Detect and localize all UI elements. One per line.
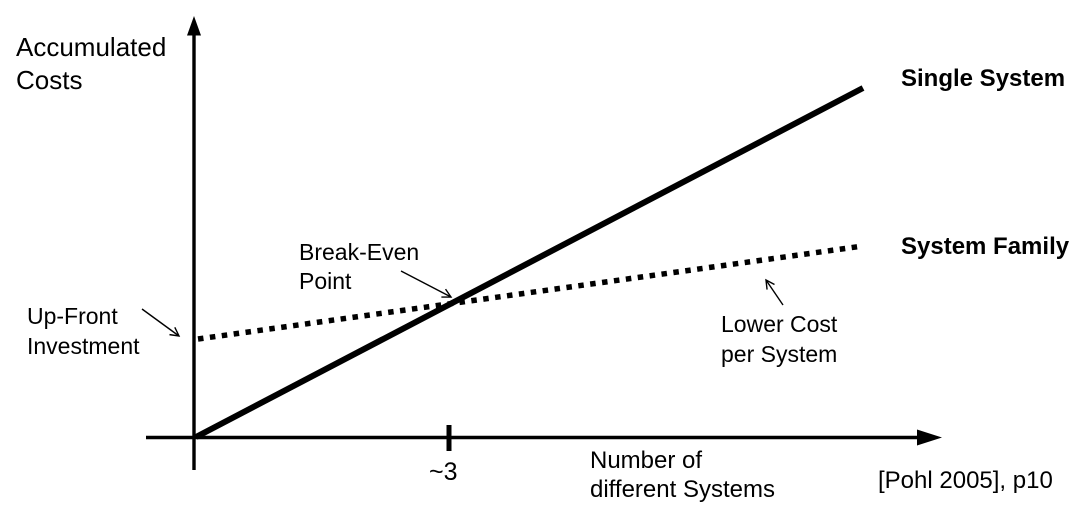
up-front-leader-arrow [141, 308, 181, 337]
lower-cost-leader-arrow [765, 278, 784, 306]
single-system-line [194, 85, 865, 440]
up-front-investment-annotation: Up-Front Investment [27, 303, 140, 359]
citation-text: [Pohl 2005], p10 [878, 467, 1053, 494]
x-axis-arrowhead-icon [917, 429, 942, 446]
break-even-leader-arrow [400, 270, 453, 298]
y-axis-label: Accumulated Costs [16, 32, 167, 95]
break-even-annotation: Break-Even Point [299, 239, 420, 294]
system-family-series-label: System Family [901, 233, 1070, 260]
system-family-line [197, 243, 864, 342]
lower-cost-annotation: Lower Cost per System [721, 311, 838, 367]
single-system-series-label: Single System [901, 65, 1066, 92]
x-tick-label: ~3 [429, 458, 458, 486]
x-axis-label: Number of different Systems [590, 447, 775, 503]
y-axis-arrowhead-icon [187, 16, 201, 36]
